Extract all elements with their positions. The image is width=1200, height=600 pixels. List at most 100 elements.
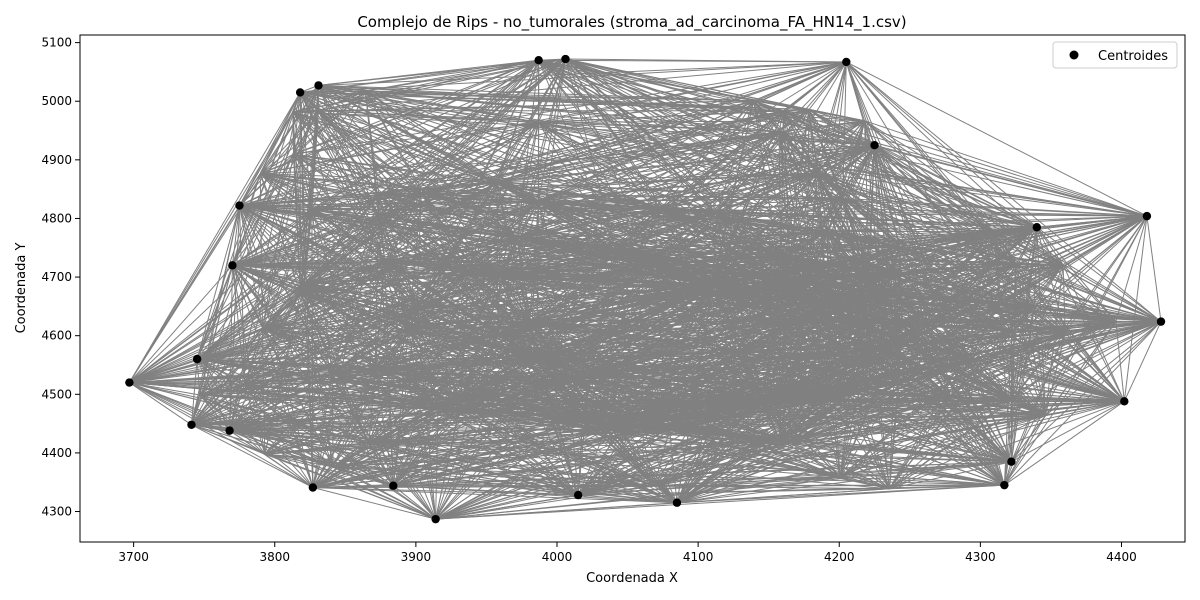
rips-edge	[778, 131, 805, 319]
rips-edge	[639, 401, 765, 422]
rips-edge	[654, 476, 841, 487]
rips-edge	[460, 318, 805, 401]
rips-edge	[605, 346, 896, 431]
rips-edge	[384, 261, 714, 287]
x-tick-label: 3700	[118, 550, 149, 564]
rips-edge	[864, 120, 1017, 265]
rips-edge	[874, 358, 890, 489]
rips-edge	[842, 197, 1064, 266]
rips-edge	[377, 214, 418, 308]
rips-edge	[300, 91, 784, 112]
rips-edge	[517, 215, 1147, 238]
rips-edge	[895, 346, 1046, 417]
rips-edge	[239, 181, 497, 207]
rips-edge	[606, 415, 1046, 431]
rips-edge	[653, 264, 808, 281]
rips-edge	[889, 400, 1125, 490]
rips-edge	[333, 466, 678, 504]
rips-edge	[842, 197, 1017, 265]
rips-edge	[259, 173, 530, 322]
rips-edge	[842, 120, 865, 199]
y-tick-label: 4800	[41, 211, 72, 225]
rips-edge	[778, 131, 1148, 217]
rips-edge	[378, 194, 518, 238]
rips-edge	[239, 173, 261, 206]
rips-edge	[606, 429, 792, 444]
rips-edge	[420, 59, 540, 194]
rips-edge	[712, 213, 718, 286]
rips-edge	[804, 318, 1046, 417]
rips-edge	[778, 110, 784, 132]
rips-edge	[846, 61, 1148, 217]
rips-edge	[790, 442, 890, 490]
rips-edge	[605, 429, 655, 487]
rips-edge	[653, 120, 865, 266]
rips-edge	[1123, 321, 1162, 402]
rips-edge	[365, 59, 539, 92]
rips-edge	[615, 249, 640, 421]
rips-edge	[790, 331, 1013, 444]
rips-edge	[437, 405, 678, 504]
rips-edge	[778, 131, 1017, 265]
rips-edge	[1033, 306, 1046, 416]
rips-edge	[839, 397, 952, 478]
rips-edge	[374, 367, 607, 431]
rips-edge	[374, 306, 418, 369]
rips-edge	[299, 292, 376, 369]
rips-edge	[517, 237, 900, 247]
rips-edge	[865, 231, 995, 322]
rips-edge	[889, 331, 1013, 490]
rips-edge	[899, 231, 994, 247]
rips-edge	[538, 120, 865, 123]
rips-edge	[311, 121, 539, 210]
rips-edge	[311, 209, 410, 330]
rips-edge	[538, 121, 717, 214]
rips-edge	[199, 209, 313, 396]
rips-edge	[260, 173, 661, 210]
rips-edge	[639, 415, 1046, 422]
rips-edge	[716, 212, 1017, 265]
rips-edge	[378, 194, 843, 199]
rips-edge	[378, 131, 780, 216]
rips-edge	[318, 90, 366, 112]
rips-edge	[712, 285, 766, 403]
centroid-point	[842, 57, 851, 67]
rips-edge	[899, 245, 1117, 322]
rips-edge	[779, 415, 1046, 440]
rips-edge	[496, 172, 818, 183]
rips-edge	[778, 321, 1117, 440]
rips-edge	[304, 121, 539, 284]
rips-edge	[830, 346, 896, 400]
rips-edge	[716, 131, 780, 214]
rips-edge	[902, 322, 1012, 402]
rips-edge	[318, 84, 754, 102]
rips-edge	[517, 110, 784, 238]
rips-edge	[1115, 321, 1125, 402]
rips-edge	[264, 367, 376, 455]
rips-edge	[653, 438, 780, 487]
centroid-point	[314, 81, 323, 90]
rips-edge	[842, 198, 866, 322]
rips-edge	[293, 153, 661, 210]
rips-edge	[517, 131, 780, 238]
rips-edge	[889, 321, 1117, 490]
centroid-point	[672, 498, 682, 507]
rips-edge	[333, 438, 780, 468]
rips-edge	[259, 173, 418, 308]
centroid-point	[389, 481, 398, 490]
rips-edge	[408, 274, 501, 330]
rips-edge	[780, 231, 995, 283]
rips-edge	[197, 328, 409, 360]
rips-edge	[365, 90, 780, 133]
rips-edge	[374, 367, 439, 407]
rips-edge	[264, 453, 436, 520]
rips-edge	[438, 357, 875, 407]
rips-edge	[817, 61, 847, 174]
centroid-point	[187, 420, 196, 429]
centroid-point	[1032, 223, 1042, 232]
rips-edge	[468, 270, 714, 287]
rips-edge	[199, 394, 314, 488]
rips-edge	[790, 415, 1046, 444]
rips-edge	[806, 198, 844, 280]
